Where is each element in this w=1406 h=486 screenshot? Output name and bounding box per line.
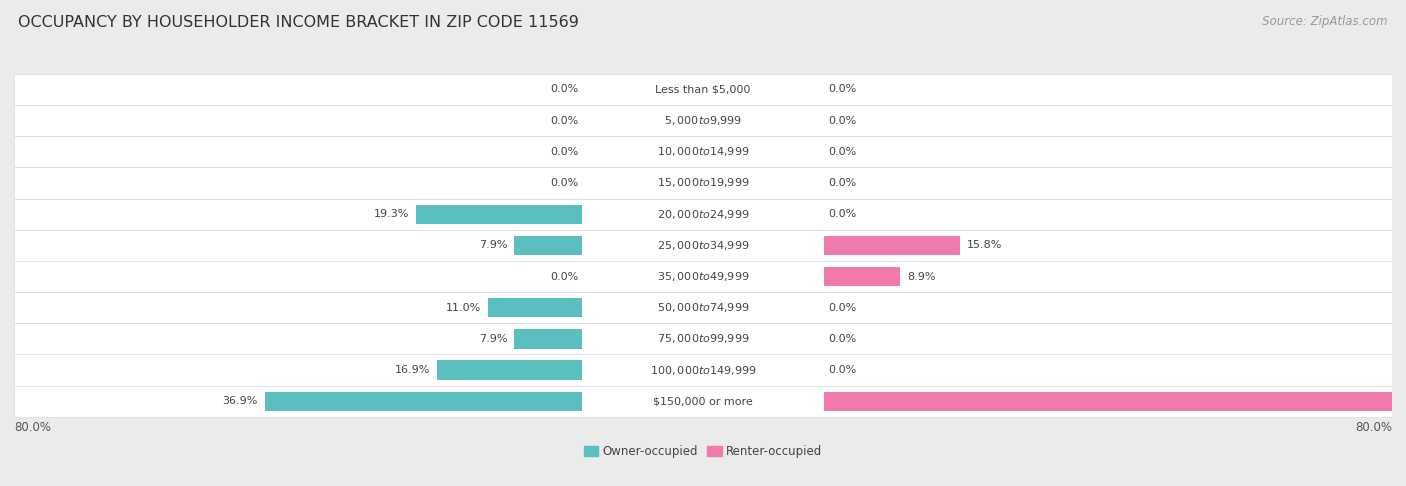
Text: 0.0%: 0.0% (828, 334, 856, 344)
FancyBboxPatch shape (14, 74, 1392, 105)
Text: 8.9%: 8.9% (907, 272, 935, 281)
Text: 7.9%: 7.9% (479, 241, 508, 250)
Text: 80.0%: 80.0% (14, 420, 51, 434)
Text: 0.0%: 0.0% (828, 85, 856, 94)
FancyBboxPatch shape (824, 236, 960, 255)
Text: 15.8%: 15.8% (966, 241, 1002, 250)
Text: 0.0%: 0.0% (550, 85, 578, 94)
Text: 0.0%: 0.0% (550, 116, 578, 126)
Text: 0.0%: 0.0% (550, 272, 578, 281)
Text: 0.0%: 0.0% (828, 209, 856, 219)
FancyBboxPatch shape (515, 329, 582, 348)
Text: $5,000 to $9,999: $5,000 to $9,999 (664, 114, 742, 127)
Text: 16.9%: 16.9% (395, 365, 430, 375)
Text: 0.0%: 0.0% (828, 178, 856, 188)
Text: $50,000 to $74,999: $50,000 to $74,999 (657, 301, 749, 314)
Text: 0.0%: 0.0% (828, 365, 856, 375)
FancyBboxPatch shape (14, 354, 1392, 385)
FancyBboxPatch shape (437, 360, 582, 380)
FancyBboxPatch shape (416, 205, 582, 224)
Text: $10,000 to $14,999: $10,000 to $14,999 (657, 145, 749, 158)
Text: $15,000 to $19,999: $15,000 to $19,999 (657, 176, 749, 190)
FancyBboxPatch shape (515, 236, 582, 255)
Text: 7.9%: 7.9% (479, 334, 508, 344)
Text: 19.3%: 19.3% (374, 209, 409, 219)
Text: 0.0%: 0.0% (828, 303, 856, 312)
Text: Less than $5,000: Less than $5,000 (655, 85, 751, 94)
FancyBboxPatch shape (264, 392, 582, 411)
Text: $35,000 to $49,999: $35,000 to $49,999 (657, 270, 749, 283)
FancyBboxPatch shape (14, 199, 1392, 230)
FancyBboxPatch shape (14, 167, 1392, 199)
FancyBboxPatch shape (14, 136, 1392, 167)
FancyBboxPatch shape (824, 267, 900, 286)
Legend: Owner-occupied, Renter-occupied: Owner-occupied, Renter-occupied (579, 440, 827, 462)
Text: 80.0%: 80.0% (1355, 420, 1392, 434)
Text: 36.9%: 36.9% (222, 396, 257, 406)
FancyBboxPatch shape (14, 323, 1392, 354)
Text: Source: ZipAtlas.com: Source: ZipAtlas.com (1263, 15, 1388, 28)
FancyBboxPatch shape (14, 385, 1392, 417)
FancyBboxPatch shape (14, 105, 1392, 136)
Text: 0.0%: 0.0% (550, 178, 578, 188)
Text: OCCUPANCY BY HOUSEHOLDER INCOME BRACKET IN ZIP CODE 11569: OCCUPANCY BY HOUSEHOLDER INCOME BRACKET … (18, 15, 579, 30)
Text: 0.0%: 0.0% (828, 116, 856, 126)
Text: $150,000 or more: $150,000 or more (654, 396, 752, 406)
Text: $20,000 to $24,999: $20,000 to $24,999 (657, 208, 749, 221)
FancyBboxPatch shape (824, 392, 1406, 411)
Text: 11.0%: 11.0% (446, 303, 481, 312)
Text: $100,000 to $149,999: $100,000 to $149,999 (650, 364, 756, 377)
FancyBboxPatch shape (14, 261, 1392, 292)
FancyBboxPatch shape (14, 292, 1392, 323)
Text: 0.0%: 0.0% (828, 147, 856, 157)
Text: $75,000 to $99,999: $75,000 to $99,999 (657, 332, 749, 346)
FancyBboxPatch shape (14, 230, 1392, 261)
FancyBboxPatch shape (488, 298, 582, 317)
Text: 0.0%: 0.0% (550, 147, 578, 157)
Text: $25,000 to $34,999: $25,000 to $34,999 (657, 239, 749, 252)
